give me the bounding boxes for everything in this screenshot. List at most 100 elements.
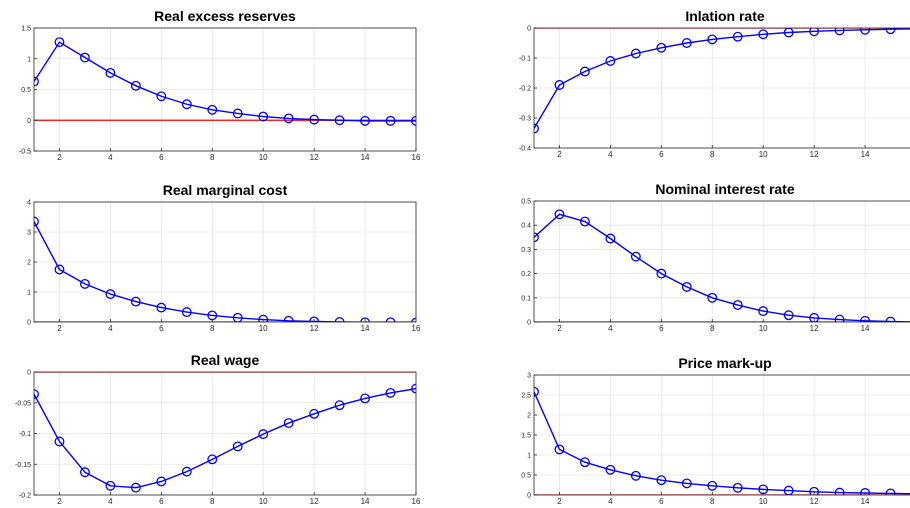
x-tick-label: 12: [310, 153, 319, 162]
data-point-marker: [385, 317, 396, 322]
data-point-marker: [283, 418, 294, 428]
x-tick-label: 8: [710, 150, 715, 159]
data-point-marker: [130, 482, 141, 493]
x-tick-label: 10: [259, 153, 268, 162]
data-point-marker: [707, 480, 718, 491]
x-tick-label: 14: [361, 153, 370, 162]
data-point-marker: [54, 264, 65, 275]
data-point-marker: [656, 268, 667, 279]
x-tick-label: 2: [557, 497, 562, 506]
x-tick-label: 6: [159, 324, 164, 333]
chart-title: Nominal interest rate: [655, 181, 794, 197]
data-point-marker: [334, 317, 345, 322]
data-point-marker: [732, 300, 743, 311]
data-point-marker: [630, 470, 641, 481]
data-point-marker: [758, 29, 769, 40]
data-point-marker: [681, 281, 692, 292]
x-tick-label: 2: [557, 324, 562, 333]
data-point-marker: [732, 482, 743, 493]
data-point-marker: [885, 488, 896, 495]
y-tick-label: 0: [527, 26, 531, 33]
y-tick-label: -0.05: [15, 400, 31, 407]
data-point-marker: [579, 216, 590, 227]
data-point-marker: [834, 314, 845, 322]
chart-panel: 2 4 6 8 10 12 14 -0.4 -0.3 -0.2 -0.1 0 Inlation rate: [519, 8, 910, 159]
y-tick-label: 0.3: [521, 247, 531, 254]
data-point-marker: [309, 408, 320, 419]
data-point-marker: [411, 115, 416, 126]
data-point-marker: [54, 436, 65, 447]
data-point-marker: [258, 111, 269, 122]
data-point-marker: [334, 115, 345, 126]
x-tick-label: 2: [57, 153, 62, 162]
data-point-marker: [79, 278, 90, 289]
y-tick-label: 2: [527, 413, 531, 420]
data-point-marker: [885, 316, 896, 322]
y-tick-label: 0.5: [521, 199, 531, 206]
data-point-marker: [105, 289, 116, 300]
chart-title: Inlation rate: [685, 8, 765, 24]
x-tick-label: 6: [159, 153, 164, 162]
data-point-marker: [156, 476, 167, 487]
x-tick-label: 2: [57, 497, 62, 506]
x-tick-label: 6: [659, 150, 664, 159]
series-line: [34, 221, 416, 322]
x-tick-label: 14: [361, 497, 370, 506]
data-point-marker: [681, 478, 692, 489]
y-tick-label: 1: [27, 290, 31, 297]
y-tick-label: -0.5: [19, 149, 31, 156]
data-point-marker: [385, 115, 396, 126]
data-point-marker: [707, 292, 718, 303]
x-tick-label: 4: [608, 497, 613, 506]
data-point-marker: [860, 488, 871, 495]
y-tick-label: 0: [27, 320, 31, 327]
x-tick-label: 4: [608, 324, 613, 333]
data-point-marker: [554, 80, 565, 90]
chart-panel: 2 4 6 8 10 12 14 0 0.5 1 1.5 2 2.5 3 Price mark-up: [521, 355, 910, 506]
data-point-marker: [79, 467, 90, 478]
x-tick-label: 10: [759, 324, 768, 333]
data-point-marker: [579, 457, 590, 468]
data-point-marker: [860, 315, 871, 322]
data-point-marker: [181, 307, 192, 318]
chart-panel: 2 4 6 8 10 12 14 16 -0.5 0 0.5 1 1.5 Real excess rese…: [19, 8, 421, 162]
plot-content: [534, 209, 910, 322]
ticks: 2 4 6 8 10 12 14 16 -0.2 -0.15 -0.1 -0.05 0: [15, 370, 421, 507]
x-tick-label: 10: [759, 497, 768, 506]
plot-content: [534, 386, 910, 495]
y-tick-label: 0: [527, 320, 531, 327]
data-point-marker: [105, 67, 116, 78]
ticks: 2 4 6 8 10 12 14 0 0.5 1 1.5 2 2.5 3: [521, 373, 870, 507]
ticks: 2 4 6 8 10 12 14 0 0.1 0.2 0.3 0.4 0.5: [521, 199, 870, 334]
ticks: 2 4 6 8 10 12 14 16 -0.5 0 0.5 1 1.5: [19, 26, 421, 163]
data-point-marker: [207, 454, 218, 465]
x-tick-label: 2: [57, 324, 62, 333]
data-point-marker: [334, 400, 345, 411]
y-tick-label: -0.15: [15, 462, 31, 469]
x-tick-label: 14: [861, 150, 870, 159]
data-point-marker: [809, 312, 820, 322]
data-point-marker: [681, 38, 692, 48]
data-point-marker: [130, 80, 141, 91]
x-tick-label: 10: [259, 324, 268, 333]
y-tick-label: -0.2: [19, 493, 31, 500]
data-point-marker: [54, 37, 65, 48]
x-tick-label: 16: [412, 497, 421, 506]
y-tick-label: 0: [27, 118, 31, 125]
x-tick-label: 8: [210, 497, 215, 506]
y-tick-label: 1.5: [521, 433, 531, 440]
data-point-marker: [360, 317, 371, 322]
data-point-marker: [283, 315, 294, 322]
y-tick-label: 0.1: [521, 295, 531, 302]
ticks: 2 4 6 8 10 12 14 -0.4 -0.3 -0.2 -0.1 0: [519, 26, 870, 160]
y-tick-label: 0.2: [521, 271, 531, 278]
y-tick-label: 3: [527, 373, 531, 380]
plot-content: [534, 28, 910, 134]
y-tick-label: -0.1: [519, 56, 531, 63]
data-point-marker: [411, 383, 416, 394]
plot-content: [34, 216, 416, 322]
data-point-marker: [309, 114, 320, 125]
data-point-marker: [885, 28, 896, 35]
